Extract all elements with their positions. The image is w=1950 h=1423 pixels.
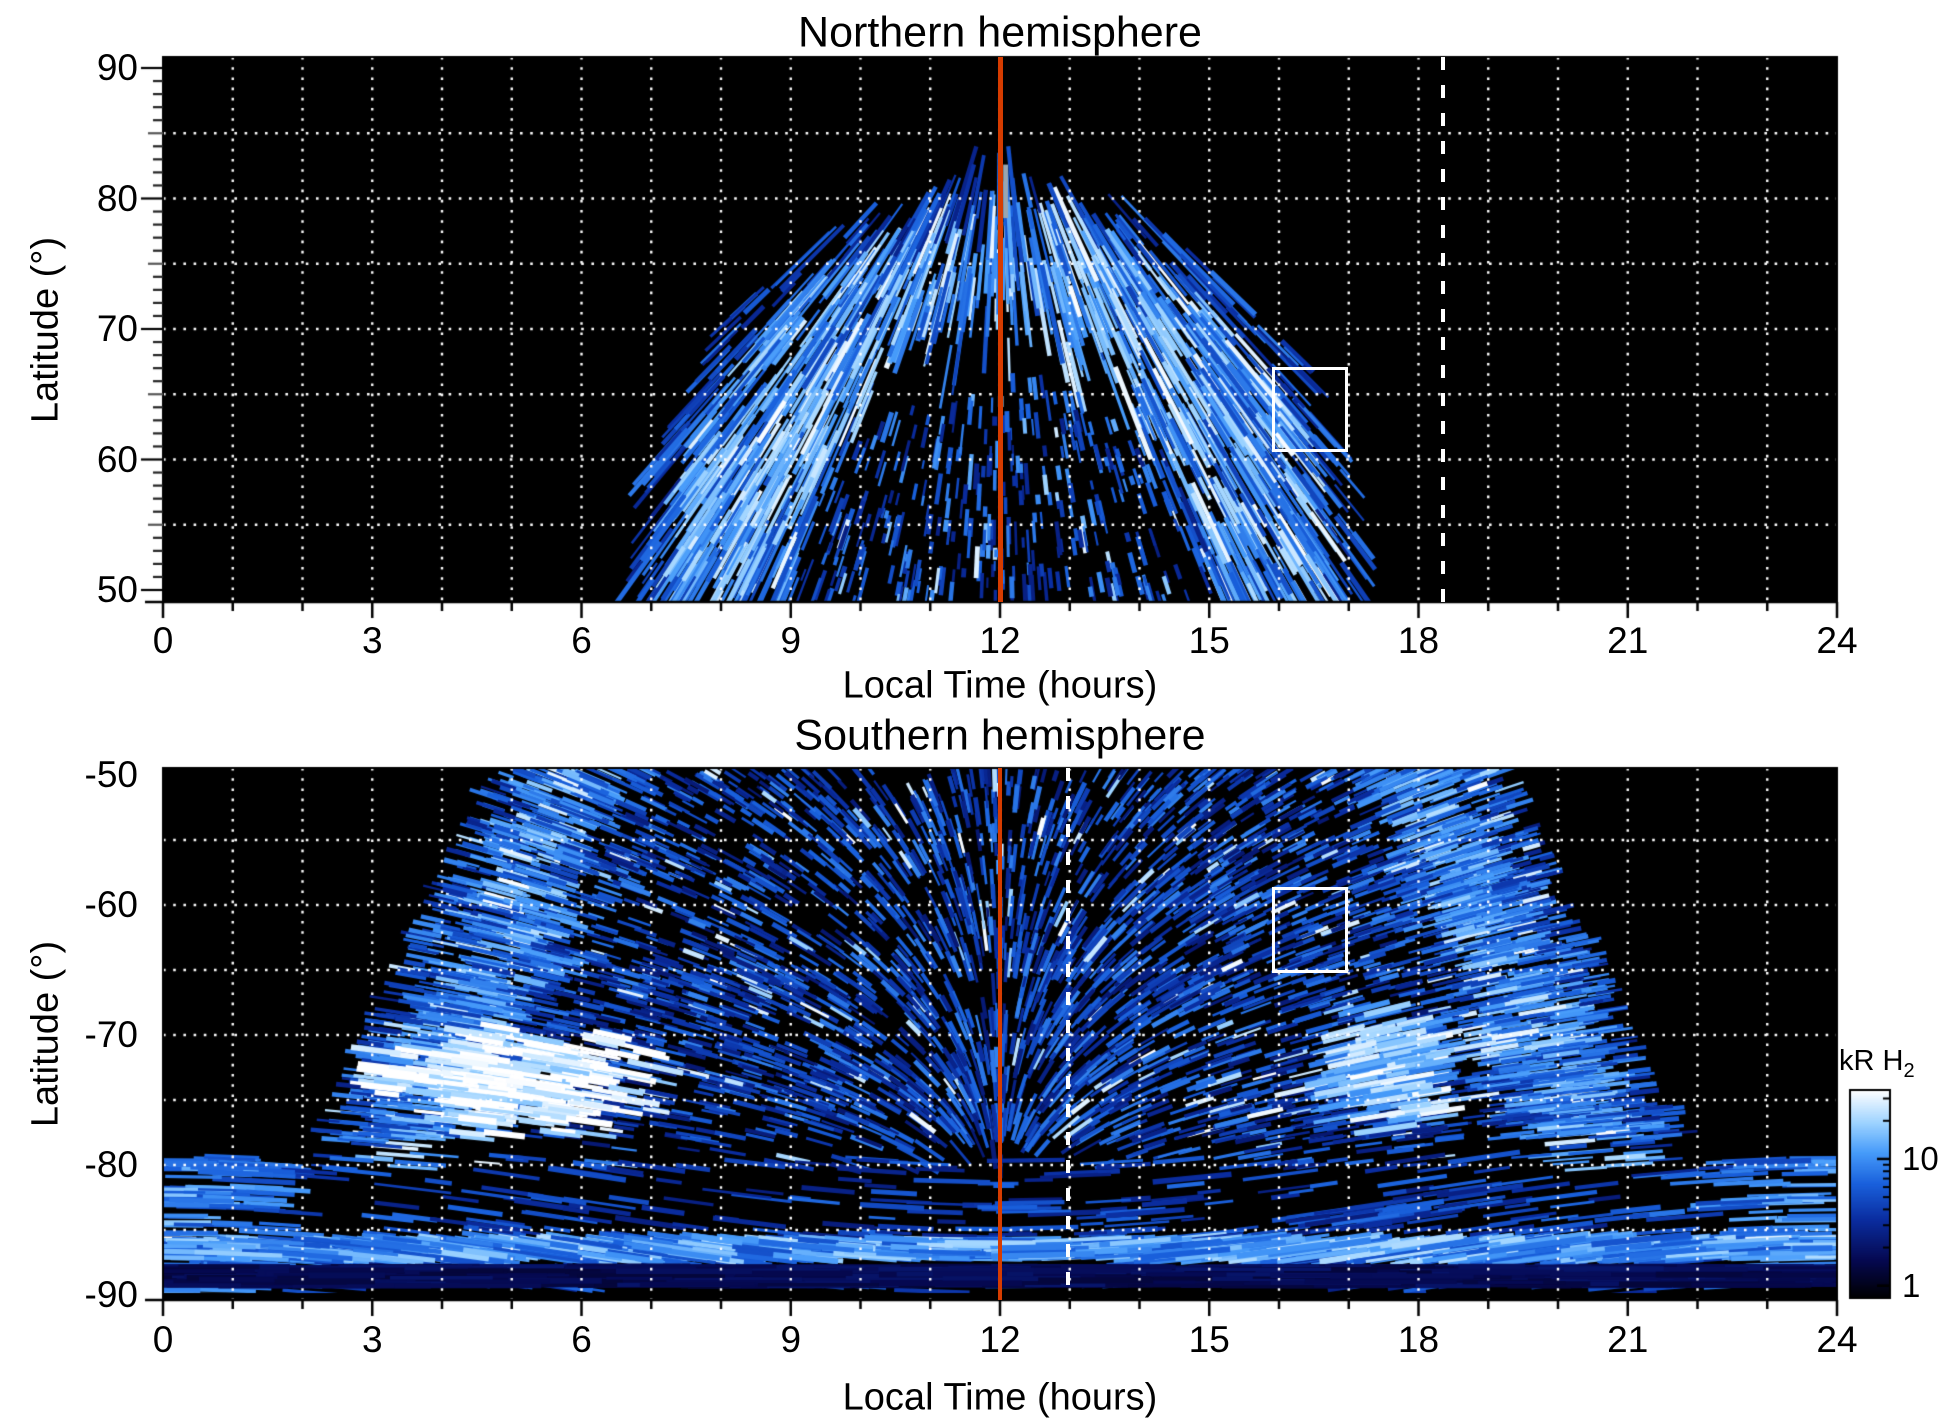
north-y-tick-label: 60 — [96, 438, 138, 480]
north-x-tick-label: 12 — [979, 620, 1021, 661]
south-x-tick-label: 6 — [571, 1319, 592, 1360]
south-x-axis-label: Local Time (hours) — [842, 1376, 1158, 1419]
south-x-tick-label: 0 — [152, 1319, 174, 1360]
colorbar-title-text: kR H — [1839, 1045, 1904, 1078]
north-noon-meridian-line — [997, 57, 1003, 602]
south-x-tick-label: 24 — [1816, 1319, 1858, 1360]
north-x-tick-label: 0 — [152, 620, 174, 661]
north-y-tick-label: 80 — [96, 177, 138, 219]
north-x-tick-label: 3 — [361, 620, 383, 661]
north-x-tick-label: 24 — [1816, 620, 1858, 661]
colorbar-title: kR H2 — [1839, 1045, 1915, 1083]
south-y-tick-label: -90 — [84, 1274, 138, 1315]
south-roi-box — [1272, 886, 1348, 974]
north-x-tick-label: 6 — [571, 620, 592, 661]
south-y-tick-label: -80 — [84, 1144, 138, 1185]
colorbar-tick-label: 1 — [1902, 1266, 1921, 1304]
south-x-tick-label: 15 — [1188, 1319, 1230, 1360]
north-x-tick-label: 15 — [1188, 620, 1230, 661]
south-x-tick-label: 3 — [361, 1319, 383, 1360]
south-y-tick-label: -50 — [84, 754, 138, 795]
south-x-tick-label: 18 — [1397, 1319, 1440, 1360]
south-noon-meridian-line — [997, 768, 1002, 1300]
south-x-tick-label: 12 — [979, 1319, 1021, 1360]
south-y-tick-label: -70 — [84, 1014, 138, 1055]
north-x-tick-label: 21 — [1607, 620, 1649, 661]
colorbar-tick-label: 10 — [1902, 1139, 1939, 1177]
south-panel-title: Southern hemisphere — [794, 711, 1206, 760]
north-dashed-marker-line — [1440, 57, 1445, 602]
north-x-axis-label: Local Time (hours) — [842, 664, 1158, 707]
north-y-axis-label: Latitude (°) — [24, 236, 67, 424]
north-roi-box — [1272, 366, 1348, 453]
north-x-tick-label: 18 — [1397, 620, 1440, 661]
north-y-tick-label: 70 — [96, 308, 138, 349]
south-x-tick-label: 21 — [1607, 1319, 1649, 1360]
north-x-tick-label: 9 — [780, 620, 802, 661]
south-y-tick-label: -60 — [84, 884, 138, 925]
south-x-tick-label: 9 — [780, 1319, 802, 1360]
north-y-tick-label: 50 — [96, 569, 138, 610]
south-dashed-marker-line — [1065, 768, 1070, 1300]
north-y-tick-label: 90 — [96, 47, 138, 88]
colorbar-title-subscript: 2 — [1903, 1059, 1915, 1082]
south-y-axis-label: Latitude (°) — [24, 940, 67, 1128]
north-panel-title: Northern hemisphere — [798, 8, 1202, 57]
